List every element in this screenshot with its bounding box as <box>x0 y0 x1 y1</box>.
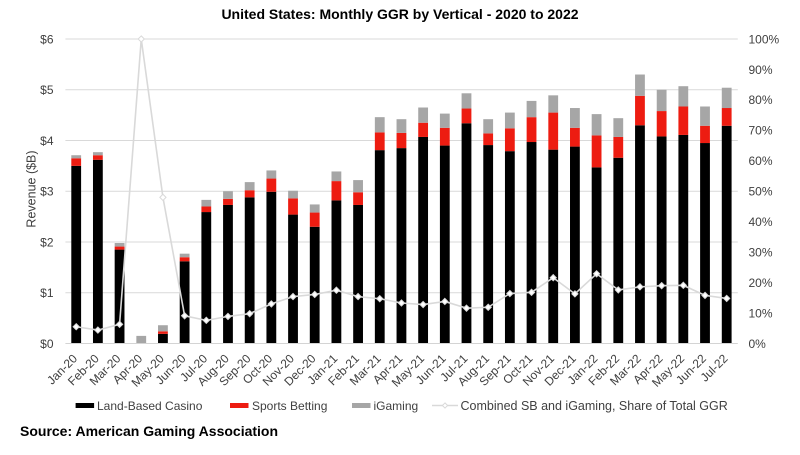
svg-text:80%: 80% <box>749 93 773 107</box>
svg-text:$1: $1 <box>40 286 54 300</box>
svg-text:Combined SB and iGaming, Share: Combined SB and iGaming, Share of Total … <box>461 399 728 413</box>
svg-text:$5: $5 <box>40 83 54 97</box>
svg-text:0%: 0% <box>749 337 767 351</box>
svg-text:Revenue ($B): Revenue ($B) <box>25 150 39 227</box>
svg-text:$6: $6 <box>40 32 54 46</box>
svg-text:70%: 70% <box>749 124 773 138</box>
svg-text:10%: 10% <box>749 306 773 320</box>
svg-text:50%: 50% <box>749 185 773 199</box>
svg-text:Land-Based Casino: Land-Based Casino <box>97 399 203 413</box>
svg-text:iGaming: iGaming <box>374 399 419 413</box>
svg-text:$2: $2 <box>40 235 54 249</box>
svg-text:$0: $0 <box>40 337 54 351</box>
svg-text:$4: $4 <box>40 134 54 148</box>
svg-text:60%: 60% <box>749 154 773 168</box>
svg-text:90%: 90% <box>749 63 773 77</box>
svg-text:100%: 100% <box>749 32 780 46</box>
svg-text:20%: 20% <box>749 276 773 290</box>
svg-text:Source: American Gaming Associ: Source: American Gaming Association <box>20 423 278 439</box>
svg-text:Sports Betting: Sports Betting <box>252 399 327 413</box>
svg-text:40%: 40% <box>749 215 773 229</box>
svg-text:30%: 30% <box>749 245 773 259</box>
svg-text:$3: $3 <box>40 185 54 199</box>
svg-text:United States: Monthly GGR by: United States: Monthly GGR by Vertical -… <box>221 6 578 22</box>
